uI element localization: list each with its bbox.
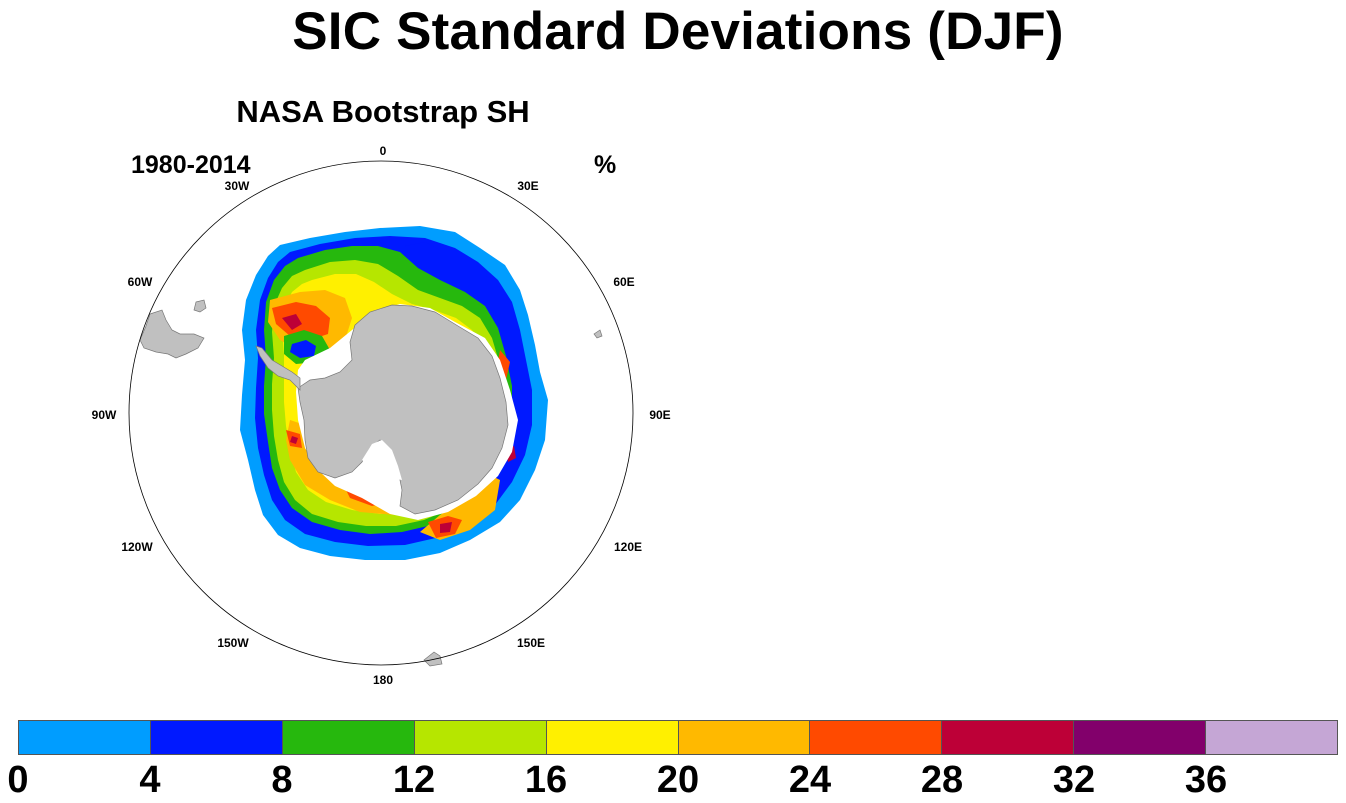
- polar-map: 0 30E 60E 90E 120E 150E 180 150W 120W 90…: [92, 144, 671, 687]
- new-zealand-land: [423, 651, 443, 667]
- kerguelen-island: [593, 329, 603, 339]
- colorbar-box-3: [414, 721, 547, 754]
- colorbar-box-0: [19, 721, 151, 754]
- lon-label-30e: 30E: [517, 179, 538, 193]
- antarctic-peninsula: [255, 345, 301, 391]
- antarctica-land: [297, 304, 509, 515]
- lon-label-90w: 90W: [92, 408, 117, 422]
- colorbar-label-32: 32: [1052, 759, 1096, 801]
- lon-label-150w: 150W: [217, 636, 249, 650]
- colorbar-box-2: [282, 721, 415, 754]
- panel-subtitle: NASA Bootstrap SH: [236, 94, 530, 129]
- colorbar-label-8: 8: [271, 759, 293, 801]
- lon-label-60e: 60E: [613, 275, 634, 289]
- colorbar-label-28: 28: [920, 759, 964, 801]
- colorbar-box-9: [1206, 721, 1338, 754]
- lon-label-120e: 120E: [614, 540, 642, 554]
- lon-label-30w: 30W: [225, 179, 250, 193]
- units-label: %: [594, 151, 617, 179]
- map-boundary: [128, 160, 634, 666]
- colorbar-box-5: [678, 721, 811, 754]
- lon-label-120w: 120W: [121, 540, 153, 554]
- lon-label-150e: 150E: [517, 636, 545, 650]
- figure-title: SIC Standard Deviations (DJF): [292, 2, 1064, 61]
- colorbar-label-4: 4: [139, 759, 161, 801]
- south-america-land: [139, 309, 205, 359]
- colorbar-label-24: 24: [788, 759, 832, 801]
- period-label: 1980-2014: [131, 151, 251, 179]
- colorbar-label-20: 20: [656, 759, 700, 801]
- lon-label-60w: 60W: [128, 275, 153, 289]
- colorbar-box-4: [546, 721, 679, 754]
- falkland-islands: [193, 299, 207, 313]
- lon-label-0: 0: [380, 144, 387, 158]
- sic-blob-north: [405, 242, 440, 258]
- longitude-labels: 0 30E 60E 90E 120E 150E 180 150W 120W 90…: [92, 144, 671, 687]
- colorbar-label-0: 0: [7, 759, 29, 801]
- colorbar-box-8: [1074, 721, 1207, 754]
- sic-low-patch-core: [290, 340, 316, 358]
- colorbar-box-7: [942, 721, 1075, 754]
- colorbar-label-16: 16: [524, 759, 568, 801]
- lon-label-90e: 90E: [649, 408, 670, 422]
- lon-label-180: 180: [373, 673, 393, 687]
- colorbar-labels: 0 4 8 12 16 20 24 28 32 36: [0, 758, 1346, 803]
- colorbar-label-12: 12: [392, 759, 436, 801]
- ross-sea-gap: [362, 440, 402, 480]
- colorbar-box-1: [150, 721, 283, 754]
- colorbar: [18, 720, 1338, 755]
- colorbar-box-6: [810, 721, 943, 754]
- colorbar-label-36: 36: [1184, 759, 1228, 801]
